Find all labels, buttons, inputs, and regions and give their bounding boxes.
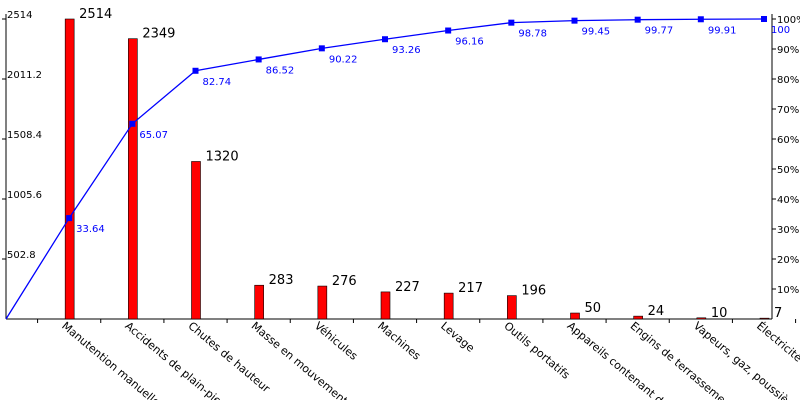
cumulative-value-label: 100 bbox=[771, 25, 790, 36]
bar-value-label: 24 bbox=[648, 304, 665, 319]
cumulative-point bbox=[192, 67, 199, 74]
bar-value-label: 217 bbox=[458, 281, 483, 296]
bar bbox=[317, 285, 328, 320]
left-y-tick-label: 1005.6 bbox=[7, 190, 42, 201]
bar-value-label: 10 bbox=[711, 306, 728, 321]
bar bbox=[380, 291, 391, 320]
right-y-tick-label: 70% bbox=[777, 105, 799, 116]
cumulative-line bbox=[5, 16, 767, 320]
category-label: Véhicules bbox=[312, 319, 360, 363]
category-label: Manutention manuelle bbox=[59, 319, 162, 400]
cumulative-point bbox=[318, 45, 325, 52]
left-y-tick-label: 1508.4 bbox=[7, 130, 42, 141]
bar bbox=[443, 292, 454, 320]
cumulative-point bbox=[508, 19, 515, 26]
left-y-tick-label: 2011.2 bbox=[7, 70, 42, 81]
cumulative-point bbox=[445, 27, 452, 34]
cumulative-value-label: 33.64 bbox=[76, 224, 105, 235]
cumulative-point bbox=[129, 120, 136, 127]
category-label: Machines bbox=[375, 319, 423, 362]
bar bbox=[64, 18, 75, 320]
cumulative-point bbox=[697, 16, 704, 23]
cumulative-point bbox=[761, 16, 767, 22]
axes: 502.8 1005.6 1508.4 2011.2 2514 10% 20% 30% 40% 5… bbox=[2, 10, 800, 323]
bar bbox=[254, 284, 264, 320]
cumulative-value-label: 82.74 bbox=[203, 77, 232, 88]
cumulative-value-label: 98.78 bbox=[518, 29, 547, 40]
cumulative-value-label: 96.16 bbox=[455, 37, 484, 48]
bar-value-label: 276 bbox=[332, 274, 357, 289]
bar-value-label: 7 bbox=[774, 306, 782, 321]
cumulative-value-label: 93.26 bbox=[392, 45, 421, 56]
cumulative-point bbox=[571, 17, 578, 24]
bar-value-label: 1320 bbox=[206, 149, 239, 164]
bar-value-label: 2514 bbox=[79, 7, 112, 22]
bar bbox=[191, 161, 201, 320]
category-label: Outils portatifs bbox=[501, 319, 572, 382]
right-y-tick-label: 30% bbox=[777, 225, 799, 236]
left-y-tick-label: 502.8 bbox=[7, 250, 36, 261]
cumulative-point bbox=[382, 36, 388, 43]
data-labels: 2514 2349 1320 283 276 227 217 196 50 24 10 7 33.64 6… bbox=[76, 7, 790, 321]
category-label: Électricité bbox=[754, 319, 800, 364]
cumulative-value-label: 99.77 bbox=[645, 26, 674, 37]
bar-value-label: 196 bbox=[521, 284, 546, 299]
bar bbox=[128, 38, 138, 320]
cumulative-polyline bbox=[5, 18, 765, 320]
bar-value-label: 50 bbox=[585, 301, 602, 316]
cumulative-value-label: 86.52 bbox=[266, 65, 295, 76]
right-y-tick-label: 50% bbox=[777, 165, 799, 176]
category-label: Appareils contenant des bbox=[565, 319, 676, 400]
cumulative-value-label: 90.22 bbox=[329, 54, 358, 65]
category-label: Levage bbox=[438, 319, 477, 355]
bar-value-label: 227 bbox=[395, 280, 420, 295]
cumulative-value-label: 99.45 bbox=[582, 27, 611, 38]
cumulative-point bbox=[634, 16, 641, 23]
bar-value-label: 283 bbox=[269, 273, 294, 288]
right-y-tick-label: 100% bbox=[777, 15, 800, 26]
right-y-tick-label: 40% bbox=[777, 195, 799, 206]
right-y-tick-label: 80% bbox=[777, 75, 799, 86]
cumulative-value-label: 99.91 bbox=[708, 25, 737, 36]
bar bbox=[759, 317, 770, 320]
left-y-tick-label: 2514 bbox=[7, 10, 32, 21]
cumulative-point bbox=[255, 56, 262, 63]
cumulative-point bbox=[66, 215, 73, 222]
bars bbox=[64, 18, 770, 320]
cumulative-value-label: 65.07 bbox=[139, 130, 168, 141]
bar bbox=[696, 317, 707, 320]
right-y-tick-label: 90% bbox=[777, 45, 799, 56]
bar bbox=[633, 315, 643, 320]
right-y-tick-label: 10% bbox=[777, 285, 799, 296]
bar-value-label: 2349 bbox=[142, 27, 175, 42]
right-y-tick-label: 60% bbox=[777, 135, 799, 146]
bar bbox=[570, 312, 580, 320]
right-y-tick-label: 20% bbox=[777, 255, 799, 266]
bar bbox=[507, 295, 517, 320]
